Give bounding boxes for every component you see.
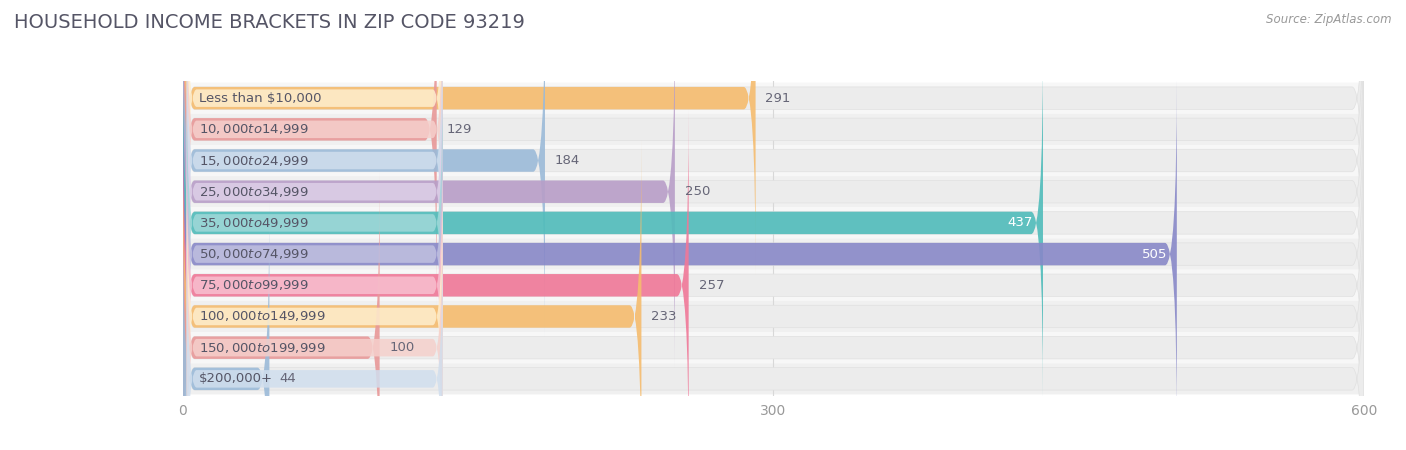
FancyBboxPatch shape [183,0,1364,305]
FancyBboxPatch shape [183,0,1364,337]
FancyBboxPatch shape [183,78,1177,430]
FancyBboxPatch shape [183,0,1364,274]
FancyBboxPatch shape [183,363,1364,395]
FancyBboxPatch shape [183,140,1364,450]
FancyBboxPatch shape [183,332,1364,363]
FancyBboxPatch shape [183,0,755,274]
Text: 233: 233 [651,310,676,323]
Text: $50,000 to $74,999: $50,000 to $74,999 [198,247,308,261]
FancyBboxPatch shape [183,47,1043,399]
Text: 257: 257 [699,279,724,292]
Text: $15,000 to $24,999: $15,000 to $24,999 [198,153,308,167]
FancyBboxPatch shape [183,176,1364,207]
Text: 437: 437 [1008,216,1033,230]
FancyBboxPatch shape [183,16,675,368]
Text: $35,000 to $49,999: $35,000 to $49,999 [198,216,308,230]
FancyBboxPatch shape [183,16,1364,368]
Text: 44: 44 [280,372,297,385]
FancyBboxPatch shape [183,203,1364,450]
Text: 184: 184 [555,154,581,167]
FancyBboxPatch shape [187,169,443,450]
Text: 291: 291 [765,92,790,105]
FancyBboxPatch shape [183,0,437,305]
FancyBboxPatch shape [187,45,443,339]
FancyBboxPatch shape [183,109,689,450]
FancyBboxPatch shape [183,172,380,450]
FancyBboxPatch shape [187,0,443,245]
FancyBboxPatch shape [183,207,1364,239]
Text: 505: 505 [1142,248,1167,261]
FancyBboxPatch shape [187,201,443,450]
Text: $150,000 to $199,999: $150,000 to $199,999 [198,341,325,355]
FancyBboxPatch shape [183,47,1364,399]
Text: HOUSEHOLD INCOME BRACKETS IN ZIP CODE 93219: HOUSEHOLD INCOME BRACKETS IN ZIP CODE 93… [14,14,524,32]
FancyBboxPatch shape [183,270,1364,301]
Text: $10,000 to $14,999: $10,000 to $14,999 [198,122,308,136]
FancyBboxPatch shape [183,238,1364,270]
FancyBboxPatch shape [183,301,1364,332]
Text: $25,000 to $34,999: $25,000 to $34,999 [198,184,308,199]
FancyBboxPatch shape [183,109,1364,450]
FancyBboxPatch shape [187,0,443,276]
Text: 129: 129 [447,123,472,136]
Text: $200,000+: $200,000+ [198,372,273,385]
FancyBboxPatch shape [187,107,443,401]
FancyBboxPatch shape [187,232,443,450]
Text: Less than $10,000: Less than $10,000 [198,92,321,105]
FancyBboxPatch shape [183,78,1364,430]
FancyBboxPatch shape [183,172,1364,450]
FancyBboxPatch shape [183,82,1364,114]
FancyBboxPatch shape [187,76,443,370]
Text: 100: 100 [389,341,415,354]
FancyBboxPatch shape [183,114,1364,145]
Text: 250: 250 [685,185,710,198]
Text: $75,000 to $99,999: $75,000 to $99,999 [198,278,308,293]
FancyBboxPatch shape [187,138,443,432]
FancyBboxPatch shape [183,140,641,450]
FancyBboxPatch shape [183,145,1364,176]
FancyBboxPatch shape [187,14,443,308]
Text: Source: ZipAtlas.com: Source: ZipAtlas.com [1267,14,1392,27]
FancyBboxPatch shape [183,0,546,337]
FancyBboxPatch shape [183,203,270,450]
Text: $100,000 to $149,999: $100,000 to $149,999 [198,310,325,324]
